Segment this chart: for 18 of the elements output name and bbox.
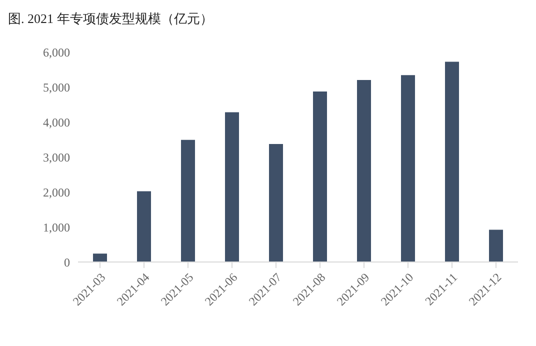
- y-tick-label: 2,000: [43, 185, 70, 200]
- bar: [93, 254, 107, 262]
- bar: [137, 191, 151, 262]
- y-tick-label: 4,000: [43, 115, 70, 130]
- bar: [445, 62, 459, 262]
- y-tick-label: 6,000: [43, 45, 70, 60]
- y-tick-label: 0: [64, 255, 70, 270]
- y-tick-label: 5,000: [43, 80, 70, 94]
- chart-title: 图. 2021 年专项债发型规模（亿元）: [8, 10, 214, 28]
- y-tick-label: 3,000: [43, 150, 70, 164]
- y-tick-label: 1,000: [43, 220, 70, 234]
- bar: [401, 75, 415, 262]
- bar: [225, 112, 239, 262]
- bar: [181, 140, 195, 262]
- bar: [269, 144, 283, 262]
- bar: [313, 92, 327, 262]
- bar: [489, 230, 503, 262]
- bar: [357, 80, 371, 262]
